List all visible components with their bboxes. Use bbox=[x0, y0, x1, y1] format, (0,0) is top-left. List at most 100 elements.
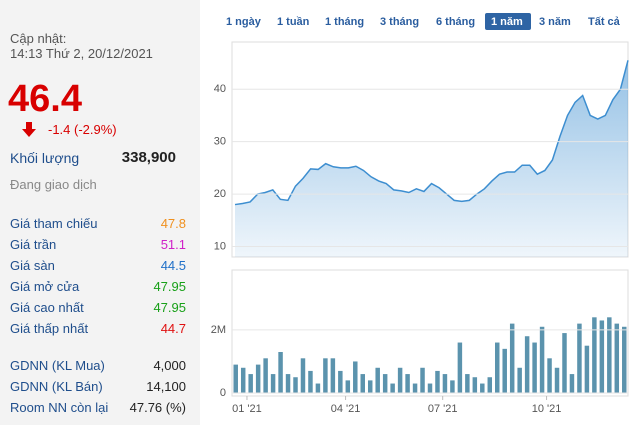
volume-bar bbox=[577, 323, 582, 393]
row-value: 47.95 bbox=[153, 279, 186, 294]
updated-time: 14:13 Thứ 2, 20/12/2021 bbox=[10, 46, 153, 61]
tab[interactable]: 1 ngày bbox=[226, 16, 262, 28]
row-value: 47.8 bbox=[160, 216, 186, 231]
volume-bar bbox=[599, 320, 605, 393]
volume-bar bbox=[308, 370, 313, 393]
tab[interactable]: 6 tháng bbox=[436, 16, 475, 28]
tab[interactable]: Tất cả bbox=[588, 16, 621, 28]
volume-bar bbox=[517, 367, 522, 393]
volume-bar bbox=[397, 367, 403, 393]
foreign-label: Room NN còn lại bbox=[10, 400, 109, 415]
row-value: 44.5 bbox=[160, 258, 186, 273]
tab[interactable]: 3 năm bbox=[539, 16, 571, 28]
volume-bar bbox=[569, 374, 575, 393]
volume-bar bbox=[480, 383, 485, 393]
row-label: Giá sàn bbox=[10, 258, 55, 273]
change: -1.4 (-2.9%) bbox=[48, 122, 117, 137]
volume-bar bbox=[233, 364, 238, 393]
x-tick-label: 04 '21 bbox=[331, 403, 361, 415]
foreign-value: 47.76 (%) bbox=[129, 400, 186, 415]
volume-bar bbox=[330, 358, 336, 393]
down-arrow bbox=[22, 122, 36, 137]
price-line bbox=[234, 60, 629, 206]
volume-bar bbox=[532, 342, 537, 393]
volume-bar bbox=[360, 374, 365, 393]
tab[interactable]: 1 năm bbox=[491, 16, 523, 28]
volume-bar bbox=[263, 358, 268, 393]
volume-bar bbox=[300, 358, 306, 393]
volume-bar bbox=[509, 323, 515, 393]
plot-frame bbox=[231, 269, 629, 397]
volume-bar bbox=[622, 326, 627, 393]
volume-label: Khối lượng bbox=[10, 150, 80, 166]
y-tick-label: 10 bbox=[214, 240, 226, 252]
volume-bar bbox=[255, 364, 261, 393]
row-label: Giá trần bbox=[10, 237, 57, 252]
row-value: 51.1 bbox=[160, 237, 186, 252]
foreign-value: 14,100 bbox=[146, 379, 186, 394]
volume-bar bbox=[382, 374, 388, 393]
volume-bar bbox=[412, 383, 418, 393]
volume-bar bbox=[614, 323, 620, 393]
y-tick-label: 30 bbox=[214, 136, 226, 148]
volume-bar bbox=[293, 377, 298, 393]
updated-label: Cập nhật: bbox=[10, 31, 67, 46]
volume-bar bbox=[390, 383, 395, 393]
volume-bar bbox=[592, 317, 597, 393]
volume-bar bbox=[457, 342, 463, 393]
tab[interactable]: 3 tháng bbox=[380, 16, 419, 28]
volume-bar bbox=[315, 383, 321, 393]
x-tick-label: 07 '21 bbox=[428, 403, 458, 415]
volume-bar bbox=[405, 374, 410, 393]
y-tick-label: 2M bbox=[211, 324, 226, 336]
x-tick-label: 10 '21 bbox=[532, 403, 562, 415]
y-tick-label: 40 bbox=[214, 83, 226, 95]
area bbox=[235, 60, 628, 258]
volume-bar bbox=[375, 367, 380, 393]
x-tick-label: 01 '21 bbox=[232, 403, 262, 415]
volume-bar bbox=[539, 326, 545, 393]
volume-bar bbox=[502, 348, 507, 393]
volume-bar bbox=[554, 367, 560, 393]
tab[interactable]: 1 tháng bbox=[325, 16, 364, 28]
foreign-label: GDNN (KL Bán) bbox=[10, 379, 103, 394]
volume-bar bbox=[278, 352, 283, 393]
volume-bar bbox=[435, 370, 440, 393]
row-value: 47.95 bbox=[153, 300, 186, 315]
volume-bar bbox=[338, 370, 343, 393]
volume-bar bbox=[420, 367, 425, 393]
quote-panel: Cập nhật: 14:13 Thứ 2, 20/12/2021 46.4 -… bbox=[0, 0, 200, 425]
volume-bar bbox=[427, 383, 433, 393]
row-label: Giá tham chiếu bbox=[10, 216, 98, 231]
active-tab-bg bbox=[485, 13, 531, 30]
y-tick-label: 20 bbox=[214, 188, 226, 200]
price: 46.4 bbox=[8, 78, 82, 120]
tab[interactable]: 1 tuần bbox=[277, 16, 310, 28]
row-value: 44.7 bbox=[160, 321, 186, 336]
y-tick-label: 0 bbox=[220, 387, 226, 399]
volume-bar bbox=[442, 374, 448, 393]
volume-bar bbox=[353, 361, 358, 393]
volume-bar bbox=[495, 342, 500, 393]
volume-bar bbox=[345, 380, 351, 393]
volume-bar bbox=[607, 317, 612, 393]
foreign-label: GDNN (KL Mua) bbox=[10, 358, 105, 373]
volume-bar bbox=[562, 333, 567, 393]
volume-bar bbox=[584, 345, 590, 393]
row-label: Giá mở cửa bbox=[10, 279, 80, 294]
volume-bar bbox=[367, 380, 373, 393]
volume-bar bbox=[472, 377, 478, 393]
volume-bar bbox=[547, 358, 552, 393]
status: Đang giao dịch bbox=[10, 177, 97, 192]
volume-bar bbox=[270, 374, 276, 393]
volume-bar bbox=[323, 358, 328, 393]
row-label: Giá thấp nhất bbox=[10, 321, 89, 336]
volume-bar bbox=[487, 377, 493, 393]
row-label: Giá cao nhất bbox=[10, 300, 84, 315]
volume: 338,900 bbox=[121, 149, 176, 166]
volume-bar bbox=[285, 374, 291, 393]
volume-bar bbox=[524, 336, 530, 393]
volume-bar bbox=[240, 367, 246, 393]
